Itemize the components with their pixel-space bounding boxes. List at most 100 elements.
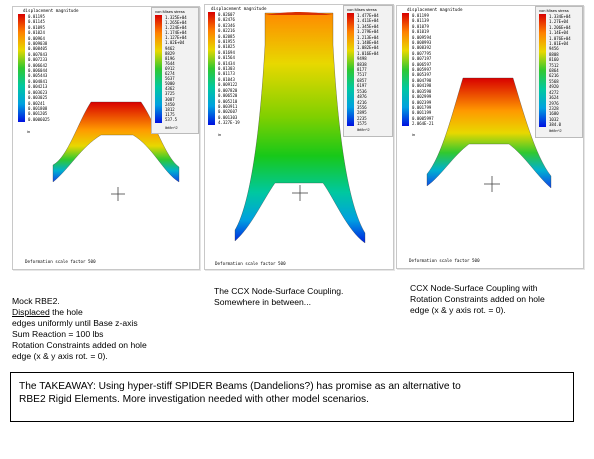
caption-rbe2: Mock RBE2. Displaced the hole edges unif… [12, 285, 198, 373]
right-scale-value: 5000 [165, 81, 175, 87]
right-scale-value: 1.016E+04 [357, 50, 379, 56]
right-scale-value: 8160 [549, 57, 559, 63]
result-plot-ccx-rot [426, 77, 552, 192]
right-scale-value: 1.02E+04 [165, 40, 185, 46]
left-scale-value: 0.00241 [28, 100, 45, 106]
results-panel-ccx-rot: displacement magnitude 0.01199 0.01139 0.0… [396, 5, 584, 269]
right-scale-value: 2328 [549, 105, 559, 111]
right-scale-value: 6274 [165, 71, 175, 77]
right-scale-value: 1.279E+04 [357, 29, 379, 35]
result-plot-rbe2 [52, 101, 180, 201]
right-scale-value: 1.334E+04 [549, 14, 571, 19]
left-scale-value: 0.006520 [218, 93, 238, 99]
left-unit-ccx-rot: in [412, 132, 416, 137]
right-scale-value: 1.076E+04 [549, 35, 571, 41]
left-scale-value: 0.02085 [218, 33, 235, 39]
right-scale-value: 4920 [549, 84, 559, 90]
right-scale-value: 1.27E+04 [549, 19, 569, 25]
left-title-ccx: displacement magnitude [211, 6, 267, 11]
left-scale-value: 0.009038 [28, 41, 48, 47]
right-title-ccx: von Mises stress [347, 7, 377, 12]
left-scale-value: 0.01955 [218, 39, 235, 45]
left-scale-value: 0.008993 [412, 40, 432, 46]
left-values-ccx-rot: 0.01199 0.01139 0.01079 0.01019 0.009594 0.00… [412, 13, 434, 127]
right-scale-value: 8177 [357, 67, 367, 73]
left-scale-value: 0.001205 [28, 111, 48, 117]
right-scale-value: 4272 [549, 89, 559, 95]
left-scale-value: 0.01095 [28, 24, 45, 30]
right-scale-value: 1032 [549, 116, 559, 122]
left-colorbar-ccx-rot [402, 13, 409, 126]
right-scale-value: 1.148E+04 [357, 40, 379, 46]
right-scale-value: 1.082E+04 [357, 45, 379, 51]
left-scale-value: 0.01825 [218, 44, 235, 50]
left-scale-value: 0.003025 [28, 95, 48, 101]
left-scale-value: 0.0006025 [28, 116, 50, 122]
left-values-rbe2: 0.01195 0.01145 0.01095 0.01024 0.00964 0.009… [28, 14, 50, 122]
right-scale-value: 6864 [549, 68, 559, 74]
left-scale-value: 0.007820 [218, 87, 238, 93]
left-scale-value: 0.002607 [218, 109, 238, 115]
left-scale-ccx: 0.02607 0.02476 0.02346 0.02216 0.02085 0.019… [208, 12, 256, 130]
left-scale-value: 0.01043 [218, 76, 235, 82]
right-scale-value: 4876 [357, 94, 367, 100]
right-scale-value: 2235 [357, 115, 367, 121]
deformed-mesh-ccx [234, 12, 366, 244]
left-unit-ccx: in [218, 132, 222, 137]
right-scale-value: 4362 [165, 86, 175, 92]
caption-rbe2-title: Mock RBE2. [12, 296, 60, 306]
left-scale-value: 0.004841 [28, 78, 48, 84]
right-values-rbe2: 1.325E+04 1.265E+04 1.224E+04 1.174E+04 1.12… [165, 15, 187, 122]
right-scale-value: 7517 [357, 72, 367, 78]
right-scale-value: 9456 [549, 46, 559, 52]
left-scale-value: 0.01173 [218, 71, 235, 77]
caption-ccx: The CCX Node-Surface Coupling. Somewhere… [214, 286, 344, 307]
right-scale-value: 1.477E+04 [357, 13, 379, 18]
right-scale-value: 8196 [165, 55, 175, 61]
left-scale-value: 0.003911 [218, 103, 238, 109]
right-scale-value: 2895 [357, 110, 367, 116]
right-scale-value: 1175 [165, 111, 175, 117]
left-scale-value: 0.01564 [218, 55, 235, 61]
left-scale-value: 0.01694 [218, 49, 235, 55]
right-scale-value: 1.411E+04 [357, 18, 379, 24]
right-scale-value: 6197 [357, 83, 367, 89]
caption-rbe2-rest: the hole [49, 307, 83, 317]
right-title-rbe2: von Mises stress [155, 9, 185, 14]
left-scale-value: 0.001303 [218, 114, 238, 120]
left-scale-value: 0.006597 [412, 61, 432, 67]
right-scale-value: 9462 [165, 45, 175, 51]
left-unit-rbe2: in [27, 129, 31, 134]
left-scale-value: 0.004213 [28, 84, 48, 90]
left-scale-value: 0.01079 [412, 23, 429, 29]
left-scale-value: 0.00964 [28, 35, 45, 41]
right-colorbar-ccx-rot [539, 14, 546, 127]
results-panel-rbe2: displacement magnitude 0.01195 0.01145 0.0… [12, 6, 200, 270]
footer-rbe2: Deformation scale factor 500 [25, 259, 96, 264]
caption-ccx-rot: CCX Node-Surface Coupling with Rotation … [410, 283, 545, 315]
right-colorbar-ccx [347, 13, 354, 126]
left-colorbar-rbe2 [18, 14, 25, 122]
right-scale-value: 1.174E+04 [165, 30, 187, 36]
right-scale-value: 384.0 [549, 122, 562, 128]
left-scale-ccx-rot: 0.01199 0.01139 0.01079 0.01019 0.009594 0.00… [402, 13, 450, 131]
right-scale-value: 1680 [549, 111, 559, 117]
left-scale-value: 0.01139 [412, 18, 429, 24]
left-scale-value: 0.02346 [218, 22, 235, 28]
right-scale-value: 6857 [357, 77, 367, 83]
left-scale-value: 0.02216 [218, 28, 235, 34]
right-scale-ccx: von Mises stress 1.477E+04 1.411E+04 1.345… [343, 5, 393, 137]
right-scale-value: 3556 [357, 104, 367, 110]
right-scale-value: 8829 [165, 50, 175, 56]
left-scale-value: 0.008392 [412, 45, 432, 51]
right-scale-value: 2976 [549, 100, 559, 106]
footer-ccx: Deformation scale factor 500 [215, 261, 286, 266]
right-scale-value: 5568 [549, 78, 559, 84]
left-scale-value: 0.007843 [28, 51, 48, 57]
left-scale-rbe2: 0.01195 0.01145 0.01095 0.01024 0.00964 0.009… [18, 14, 66, 128]
left-scale-value: 0.001808 [28, 105, 48, 111]
right-scale-value: 7644 [165, 60, 175, 66]
right-scale-value: 5536 [357, 88, 367, 94]
deformed-mesh-ccx-rot [426, 77, 552, 189]
left-scale-value: 0.005997 [412, 67, 432, 73]
